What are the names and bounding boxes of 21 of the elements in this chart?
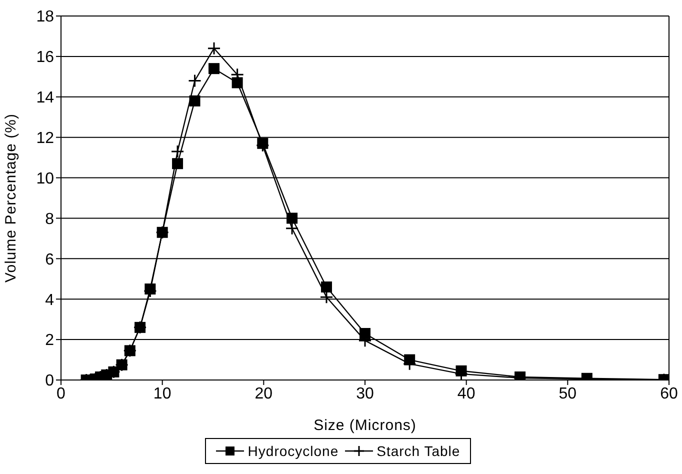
y-tick-label: 18 [36, 8, 54, 26]
x-tick-label: 30 [356, 385, 374, 402]
y-tick-label: 4 [45, 292, 54, 309]
x-tick-label: 10 [153, 385, 172, 402]
y-tick-label: 12 [36, 130, 54, 148]
x-tick-label: 60 [660, 385, 678, 402]
x-axis-title: Size (Microns) [314, 417, 416, 434]
legend-label: Hydrocyclone [248, 443, 339, 459]
y-tick-label: 10 [36, 170, 54, 188]
x-tick-label: 0 [56, 385, 66, 402]
y-tick-label: 8 [45, 210, 54, 228]
y-tick-label: 16 [36, 49, 54, 66]
y-tick-label: 14 [36, 90, 54, 107]
x-tick-label: 40 [457, 385, 476, 402]
y-tick-label: 2 [45, 332, 54, 350]
y-tick-label: 0 [45, 372, 54, 390]
legend-label: Starch Table [376, 443, 460, 459]
y-tick-label: 6 [45, 251, 54, 268]
y-axis-title: Volume Percentage (%) [2, 114, 20, 282]
x-tick-label: 20 [254, 385, 273, 402]
x-tick-label: 50 [558, 385, 577, 402]
